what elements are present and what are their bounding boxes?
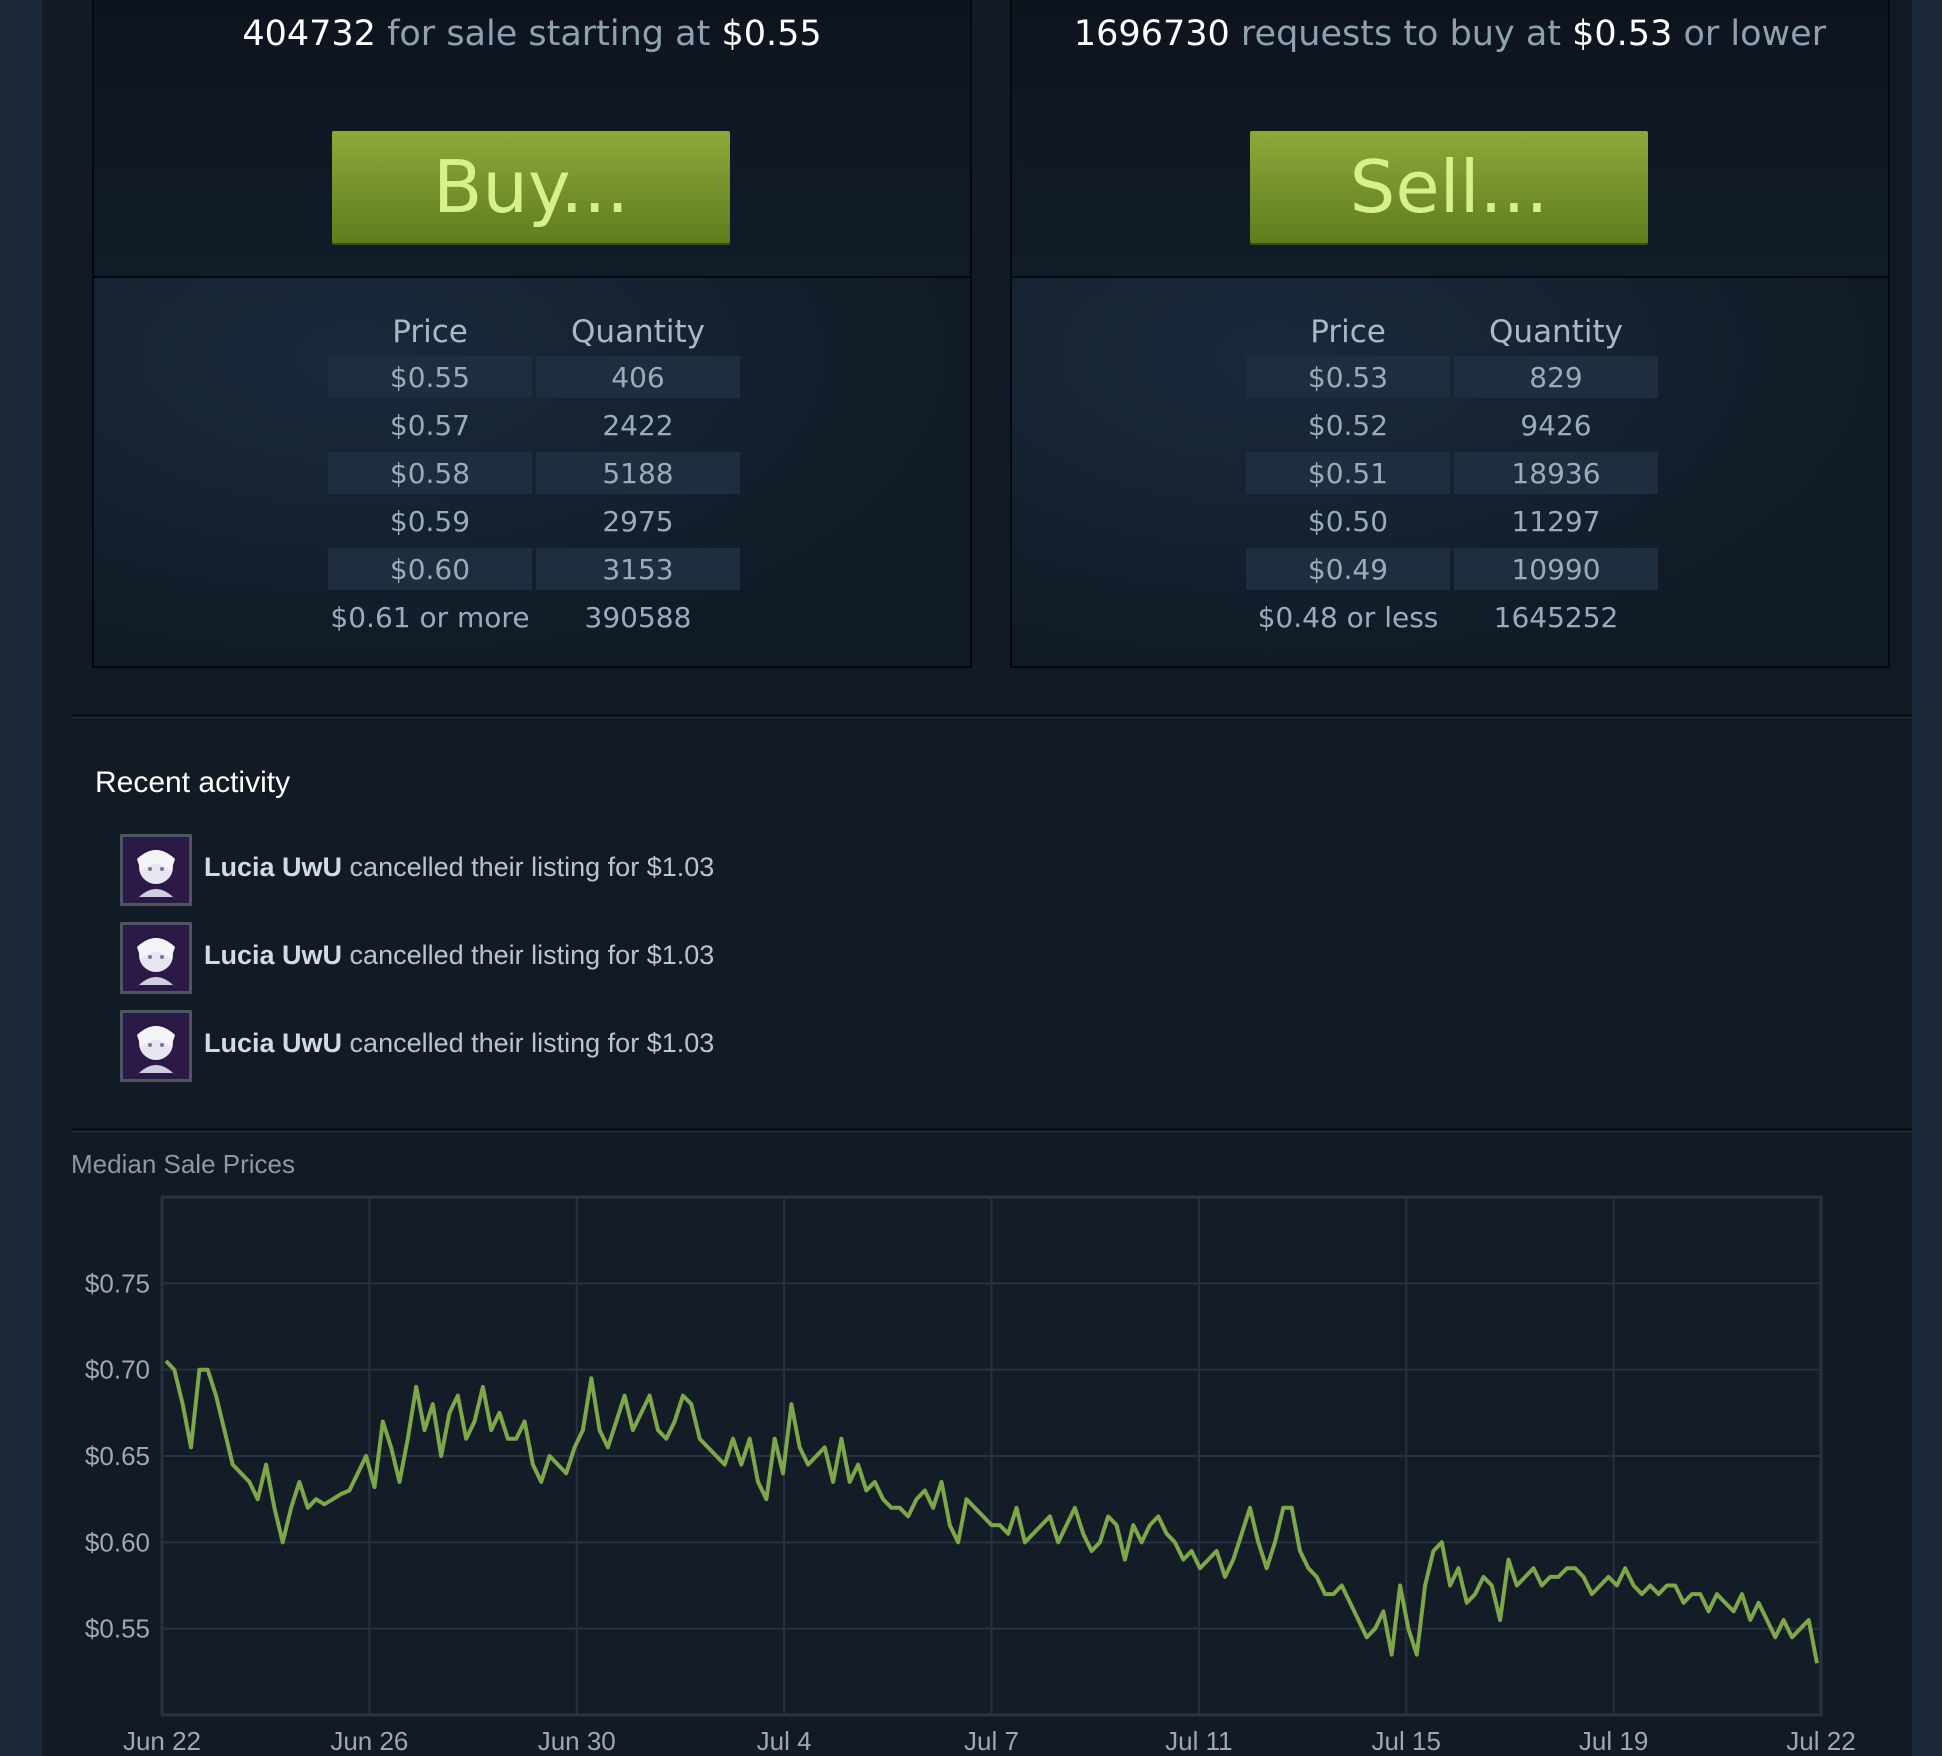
x-tick-label: Jul 4: [757, 1726, 812, 1756]
order-row: $0.53 829: [1246, 356, 1658, 398]
order-price: $0.60: [328, 548, 532, 590]
x-tick-label: Jul 7: [964, 1726, 1019, 1756]
buy-requests-table-area: Price Quantity $0.53 829 $0.52 9426 $0.51 189…: [1012, 278, 1888, 666]
order-price: $0.57: [389, 408, 471, 442]
order-quantity: 829: [1454, 356, 1658, 398]
order-price: $0.50: [1307, 504, 1389, 538]
order-price: $0.52: [1307, 408, 1389, 442]
buy-requests-panel: 1696730 requests to buy at $0.53 or lowe…: [1010, 0, 1890, 668]
user-avatar-icon: [123, 1013, 189, 1079]
buy-requests-header: 1696730 requests to buy at $0.53 or lowe…: [1012, 0, 1888, 278]
activity-user[interactable]: Lucia UwU: [204, 940, 343, 970]
y-tick-label: $0.65: [85, 1441, 150, 1471]
order-row: $0.55 406: [328, 356, 740, 398]
market-page: 404732 for sale starting at $0.55 Buy...…: [42, 0, 1912, 1756]
avatar[interactable]: [120, 1010, 192, 1082]
buy-requests-count: 1696730: [1073, 14, 1230, 54]
y-tick-label: $0.75: [85, 1268, 150, 1298]
buy-requests-table: Price Quantity $0.53 829 $0.52 9426 $0.51 189…: [1242, 308, 1662, 644]
for-sale-header: 404732 for sale starting at $0.55 Buy...: [94, 0, 970, 278]
for-sale-text: for sale starting at: [387, 14, 711, 54]
chart-title: Median Sale Prices: [71, 1149, 295, 1179]
activity-item: Lucia UwU cancelled their listing for $1…: [120, 1010, 920, 1084]
activity-text: Lucia UwU cancelled their listing for $1…: [204, 1028, 714, 1059]
order-price: $0.53: [1246, 356, 1450, 398]
order-row: $0.61 or more 390588: [328, 596, 740, 638]
x-tick-label: Jun 26: [330, 1726, 408, 1756]
col-price-header: Price: [392, 314, 468, 350]
order-price: $0.51: [1246, 452, 1450, 494]
activity-user[interactable]: Lucia UwU: [204, 1028, 343, 1058]
order-row: $0.50 11297: [1246, 500, 1658, 542]
order-quantity: 9426: [1520, 408, 1592, 442]
order-row: $0.48 or less 1645252: [1246, 596, 1658, 638]
y-tick-label: $0.70: [85, 1355, 150, 1385]
for-sale-price: $0.55: [721, 14, 822, 54]
col-price-header: Price: [1310, 314, 1386, 350]
x-tick-label: Jul 22: [1786, 1726, 1855, 1756]
for-sale-table-area: Price Quantity $0.55 406 $0.57 2422 $0.58 518…: [94, 278, 970, 666]
order-price: $0.58: [328, 452, 532, 494]
order-price: $0.61 or more: [330, 600, 530, 634]
order-price: $0.48 or less: [1257, 600, 1439, 634]
x-tick-label: Jul 19: [1579, 1726, 1648, 1756]
median-sale-price-chart: Jun 22 Jun 26 Jun 30 Jul 4 Jul 7 Jul 11 Jul 15…: [85, 1195, 1856, 1756]
order-row: $0.60 3153: [328, 548, 740, 590]
order-quantity: 390588: [584, 600, 692, 634]
buy-requests-text: requests to buy at: [1240, 14, 1561, 54]
order-row: $0.58 5188: [328, 452, 740, 494]
sell-button[interactable]: Sell...: [1250, 131, 1648, 243]
for-sale-summary: 404732 for sale starting at $0.55: [94, 14, 970, 54]
user-avatar-icon: [123, 925, 189, 991]
activity-item: Lucia UwU cancelled their listing for $1…: [120, 922, 920, 996]
buy-requests-summary: 1696730 requests to buy at $0.53 or lowe…: [1012, 14, 1888, 54]
order-price: $0.59: [389, 504, 471, 538]
x-tick-label: Jun 22: [123, 1726, 201, 1756]
section-divider: [72, 1128, 1912, 1132]
avatar[interactable]: [120, 922, 192, 994]
order-quantity: 11297: [1511, 504, 1601, 538]
order-quantity: 18936: [1454, 452, 1658, 494]
y-tick-label: $0.60: [85, 1527, 150, 1557]
order-row: $0.57 2422: [328, 404, 740, 446]
activity-action: cancelled their listing for $1.03: [349, 1028, 715, 1058]
for-sale-table: Price Quantity $0.55 406 $0.57 2422 $0.58 518…: [324, 308, 744, 644]
order-quantity: 2422: [602, 408, 674, 442]
order-quantity: 5188: [536, 452, 740, 494]
col-quantity-header: Quantity: [1489, 314, 1623, 350]
recent-activity-title: Recent activity: [95, 766, 291, 799]
activity-text: Lucia UwU cancelled their listing for $1…: [204, 852, 714, 883]
col-quantity-header: Quantity: [571, 314, 705, 350]
order-quantity: 2975: [602, 504, 674, 538]
x-tick-label: Jul 15: [1372, 1726, 1441, 1756]
activity-user[interactable]: Lucia UwU: [204, 852, 343, 882]
order-row: $0.49 10990: [1246, 548, 1658, 590]
order-price: $0.49: [1246, 548, 1450, 590]
order-row: $0.59 2975: [328, 500, 740, 542]
x-tick-label: Jun 30: [538, 1726, 616, 1756]
for-sale-panel: 404732 for sale starting at $0.55 Buy...…: [92, 0, 972, 668]
order-quantity: 406: [536, 356, 740, 398]
buy-button[interactable]: Buy...: [332, 131, 730, 243]
median-price-series-line: [164, 1359, 1819, 1664]
order-quantity: 10990: [1454, 548, 1658, 590]
order-row: $0.52 9426: [1246, 404, 1658, 446]
activity-action: cancelled their listing for $1.03: [349, 940, 715, 970]
order-quantity: 3153: [536, 548, 740, 590]
activity-text: Lucia UwU cancelled their listing for $1…: [204, 940, 714, 971]
order-price: $0.55: [328, 356, 532, 398]
activity-action: cancelled their listing for $1.03: [349, 852, 715, 882]
order-row: $0.51 18936: [1246, 452, 1658, 494]
activity-item: Lucia UwU cancelled their listing for $1…: [120, 834, 920, 908]
user-avatar-icon: [123, 837, 189, 903]
for-sale-count: 404732: [242, 14, 376, 54]
order-quantity: 1645252: [1493, 600, 1619, 634]
section-divider: [72, 714, 1912, 718]
avatar[interactable]: [120, 834, 192, 906]
x-tick-label: Jul 11: [1165, 1726, 1232, 1756]
buy-requests-price: $0.53: [1572, 14, 1673, 54]
y-tick-label: $0.55: [85, 1614, 150, 1644]
buy-requests-suffix: or lower: [1683, 14, 1827, 54]
